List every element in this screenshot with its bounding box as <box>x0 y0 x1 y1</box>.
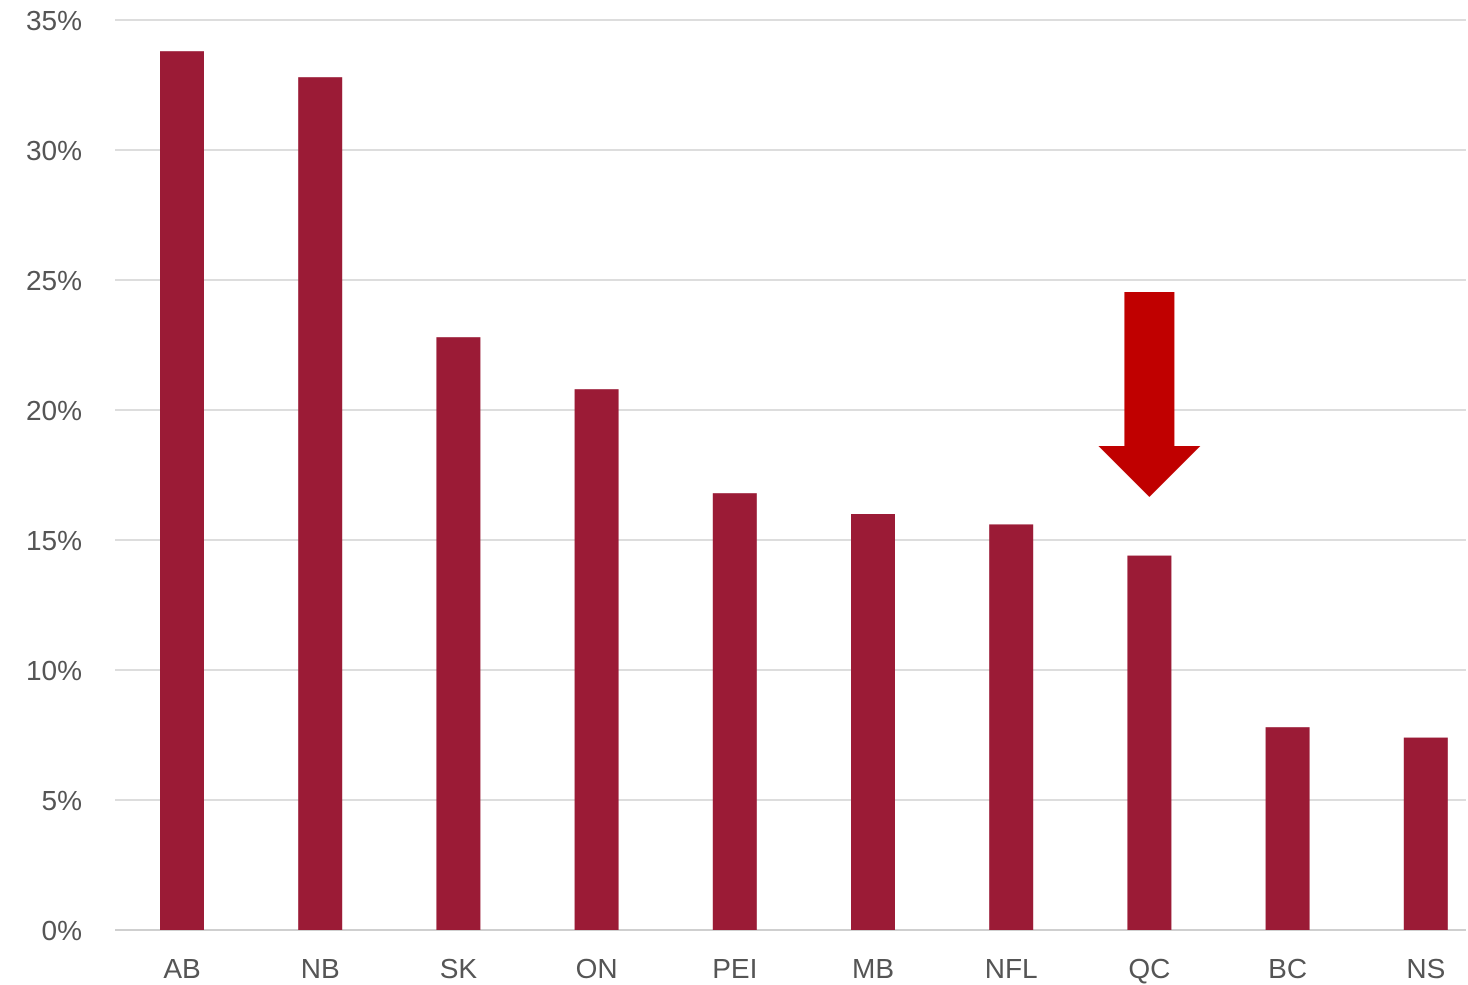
bar-ns <box>1403 737 1448 930</box>
bar-mb <box>851 514 895 930</box>
y-tick-label: 10% <box>26 655 82 686</box>
y-tick-label: 5% <box>42 785 82 816</box>
bar-ab <box>160 51 204 930</box>
x-category-label: QC <box>1128 953 1170 984</box>
x-category-label: ON <box>576 953 618 984</box>
x-category-label: SK <box>440 953 478 984</box>
x-category-label: PEI <box>712 953 757 984</box>
y-tick-label: 25% <box>26 265 82 296</box>
x-category-label: MB <box>852 953 894 984</box>
y-tick-label: 0% <box>42 915 82 946</box>
x-category-label: NFL <box>985 953 1038 984</box>
bar-bc <box>1265 727 1310 930</box>
x-category-label: AB <box>163 953 200 984</box>
down-arrow-icon <box>1098 292 1201 497</box>
bar-pei <box>712 493 757 930</box>
y-tick-label: 35% <box>26 5 82 36</box>
x-category-label: BC <box>1268 953 1307 984</box>
y-tick-label: 20% <box>26 395 82 426</box>
bar-on <box>574 389 619 930</box>
y-axis-tick-labels: 0% 5% 10% 15% 20% 25% 30% 35% <box>26 5 82 946</box>
y-tick-label: 30% <box>26 135 82 166</box>
x-category-label: NS <box>1406 953 1445 984</box>
bar-qc <box>1127 555 1172 930</box>
x-category-label: NB <box>301 953 340 984</box>
bar-sk <box>436 337 481 930</box>
bar-nb <box>298 77 343 930</box>
bars <box>160 51 1448 930</box>
annotations <box>1098 292 1201 497</box>
bar-nfl <box>989 524 1034 930</box>
y-tick-label: 15% <box>26 525 82 556</box>
x-axis-category-labels: AB NB SK ON PEI MB NFL QC BC NS <box>163 953 1445 984</box>
